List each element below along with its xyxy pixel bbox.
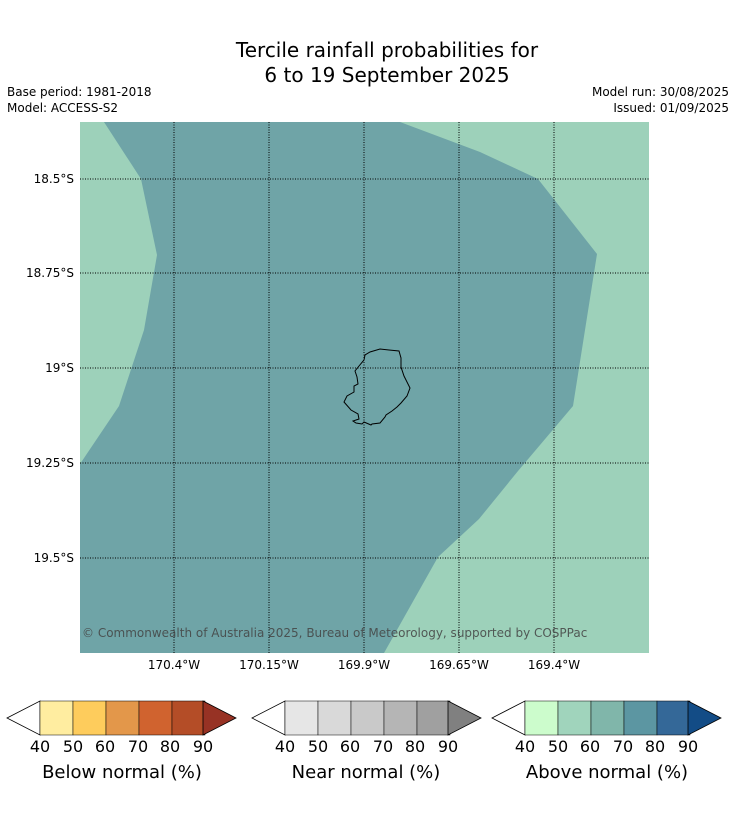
colorbar-above-title: Above normal (%) bbox=[525, 762, 689, 783]
below-tick-80: 80 bbox=[159, 737, 181, 756]
near-swatch-3 bbox=[350, 700, 385, 736]
colorbar-near-max-arrow bbox=[447, 700, 482, 736]
title-line-1: Tercile rainfall probabilities for bbox=[235, 38, 539, 62]
lat-label-19: 19°S bbox=[45, 361, 74, 375]
above-tick-40: 40 bbox=[514, 737, 536, 756]
above-tick-50: 50 bbox=[547, 737, 569, 756]
colorbar-above-svg bbox=[491, 700, 722, 736]
meta-right: Model run: 30/08/2025 Issued: 01/09/2025 bbox=[592, 84, 729, 116]
below-tick-50: 50 bbox=[62, 737, 84, 756]
lon-label-169.9: 169.9°W bbox=[337, 658, 391, 672]
above-tick-80: 80 bbox=[644, 737, 666, 756]
colorbar-below-min-arrow bbox=[6, 700, 41, 736]
near-swatch-4 bbox=[383, 700, 418, 736]
colorbar-above bbox=[491, 700, 723, 736]
colorbar-below bbox=[6, 700, 238, 736]
near-tick-50: 50 bbox=[307, 737, 329, 756]
colorbar-below-max-arrow bbox=[202, 700, 237, 736]
near-tick-70: 70 bbox=[372, 737, 394, 756]
colorbar-above-min-arrow bbox=[491, 700, 526, 736]
issued-date: Issued: 01/09/2025 bbox=[613, 101, 729, 115]
copyright-notice: © Commonwealth of Australia 2025, Bureau… bbox=[82, 626, 588, 640]
lon-label-169.4: 169.4°W bbox=[527, 658, 581, 672]
below-tick-90: 90 bbox=[192, 737, 214, 756]
near-swatch-5 bbox=[416, 700, 451, 736]
below-swatch-4 bbox=[138, 700, 173, 736]
model-run: Model run: 30/08/2025 bbox=[591, 85, 729, 99]
near-tick-40: 40 bbox=[274, 737, 296, 756]
colorbar-near-svg bbox=[251, 700, 482, 736]
near-tick-90: 90 bbox=[437, 737, 459, 756]
colorbar-near bbox=[251, 700, 483, 736]
lat-label-18.5: 18.5°S bbox=[33, 172, 74, 186]
near-swatch-2 bbox=[317, 700, 352, 736]
lon-label-170.15: 170.15°W bbox=[239, 658, 299, 672]
below-swatch-5 bbox=[171, 700, 206, 736]
colorbar-below-title: Below normal (%) bbox=[42, 762, 202, 783]
below-swatch-3 bbox=[105, 700, 140, 736]
title-line-2: 6 to 19 September 2025 bbox=[264, 63, 510, 87]
graticule bbox=[80, 122, 649, 653]
above-tick-70: 70 bbox=[612, 737, 634, 756]
lat-label-19.25: 19.25°S bbox=[26, 456, 74, 470]
lon-label-170.4: 170.4°W bbox=[147, 658, 201, 672]
near-tick-60: 60 bbox=[339, 737, 361, 756]
below-swatch-1 bbox=[39, 700, 74, 736]
below-tick-60: 60 bbox=[94, 737, 116, 756]
base-period: Base period: 1981-2018 bbox=[7, 85, 152, 99]
colorbar-near-title: Near normal (%) bbox=[291, 762, 441, 783]
near-tick-80: 80 bbox=[404, 737, 426, 756]
above-swatch-1 bbox=[524, 700, 559, 736]
map-svg bbox=[80, 122, 649, 653]
below-swatch-2 bbox=[72, 700, 107, 736]
below-tick-70: 70 bbox=[127, 737, 149, 756]
above-tick-90: 90 bbox=[677, 737, 699, 756]
colorbar-near-min-arrow bbox=[251, 700, 286, 736]
lat-label-19.5: 19.5°S bbox=[33, 551, 74, 565]
lon-label-169.65: 169.65°W bbox=[429, 658, 489, 672]
map-panel[interactable] bbox=[80, 122, 649, 653]
above-swatch-3 bbox=[590, 700, 625, 736]
probability-zone-60-70 bbox=[80, 122, 597, 653]
near-swatch-1 bbox=[284, 700, 319, 736]
meta-left: Base period: 1981-2018 Model: ACCESS-S2 bbox=[7, 84, 152, 116]
below-tick-40: 40 bbox=[29, 737, 51, 756]
island-coastline bbox=[343, 348, 411, 426]
colorbar-above-max-arrow bbox=[687, 700, 722, 736]
above-swatch-5 bbox=[656, 700, 691, 736]
map-title: Tercile rainfall probabilities for 6 to … bbox=[0, 38, 736, 88]
above-tick-60: 60 bbox=[579, 737, 601, 756]
model-name: Model: ACCESS-S2 bbox=[7, 101, 119, 115]
above-swatch-4 bbox=[623, 700, 658, 736]
lat-label-18.75: 18.75°S bbox=[26, 266, 74, 280]
colorbar-below-svg bbox=[6, 700, 237, 736]
above-swatch-2 bbox=[557, 700, 592, 736]
